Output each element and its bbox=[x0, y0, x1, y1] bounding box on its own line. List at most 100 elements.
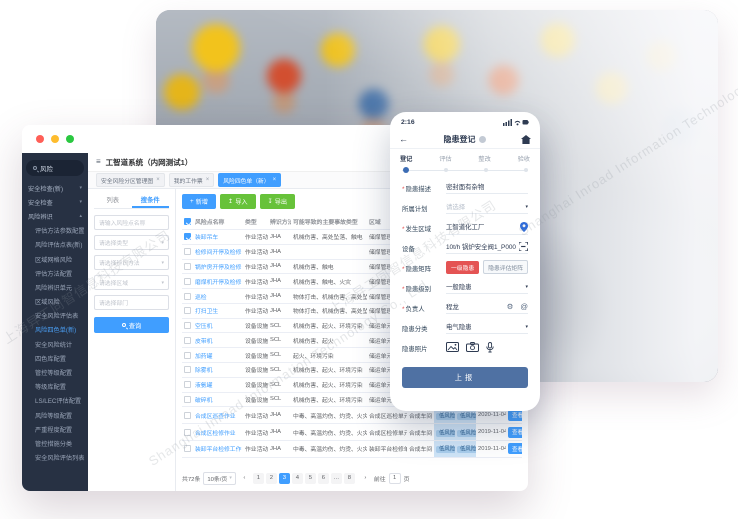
scan-icon[interactable] bbox=[519, 242, 528, 251]
minimize-window-icon[interactable] bbox=[51, 135, 59, 143]
plan-select[interactable]: 请选择 ▾ bbox=[446, 202, 528, 214]
row-checkbox[interactable] bbox=[184, 262, 191, 270]
sidebar-item[interactable]: 管控等级配置 bbox=[22, 365, 88, 379]
sidebar-item[interactable]: 评估方法配置 bbox=[22, 266, 88, 280]
sidebar-item[interactable]: 区域风险 bbox=[22, 295, 88, 309]
page-number-button[interactable]: 8 bbox=[343, 472, 355, 484]
risk-point-link[interactable]: 空压机 bbox=[193, 318, 243, 334]
sidebar-item[interactable]: 安全风险评估表 bbox=[22, 309, 88, 323]
row-checkbox[interactable] bbox=[184, 395, 191, 403]
filter-tab-list[interactable]: 列表 bbox=[106, 197, 120, 204]
select-all-checkbox[interactable] bbox=[184, 218, 191, 225]
step-register[interactable]: 登记 bbox=[400, 156, 413, 163]
add-button[interactable]: + 新增 bbox=[182, 194, 216, 209]
page-number-button[interactable]: 4 bbox=[291, 472, 303, 484]
row-checkbox[interactable] bbox=[184, 248, 191, 256]
row-checkbox[interactable] bbox=[184, 445, 191, 453]
export-button[interactable]: ↧ 导出 bbox=[259, 194, 296, 209]
sidebar-item[interactable]: LS/LEC评估配置 bbox=[22, 394, 88, 408]
row-checkbox[interactable] bbox=[184, 233, 191, 241]
area-select[interactable]: 请选择区域 ▾ bbox=[94, 275, 169, 290]
view-button[interactable]: 查看 bbox=[508, 426, 522, 438]
step-accept[interactable]: 验收 bbox=[517, 156, 530, 163]
close-icon[interactable]: × bbox=[205, 177, 210, 183]
view-button[interactable]: 查看 bbox=[508, 409, 522, 421]
row-checkbox[interactable] bbox=[184, 277, 191, 285]
risk-point-link[interactable]: 磨煤机开停及检修 bbox=[193, 273, 243, 290]
image-upload-icon[interactable] bbox=[446, 342, 459, 352]
sidebar-item[interactable]: 风险评估点表(新) bbox=[22, 238, 88, 252]
row-checkbox[interactable] bbox=[184, 292, 191, 300]
step-rectify[interactable]: 整改 bbox=[478, 156, 491, 163]
risk-point-link[interactable]: 除雾机 bbox=[193, 362, 243, 378]
hazard-desc-input[interactable]: 密封面有杂物 bbox=[446, 182, 528, 194]
risk-point-link[interactable]: 装卸吊车 bbox=[193, 229, 243, 245]
sidebar-item[interactable]: 风险四色单(新) bbox=[22, 323, 88, 337]
risk-point-link[interactable]: 破碎机 bbox=[193, 392, 243, 408]
risk-point-link[interactable]: 检修间开停及检修 bbox=[193, 244, 243, 260]
search-button[interactable]: 查询 bbox=[94, 317, 169, 333]
risk-point-link[interactable]: 装卸平台检修工作 bbox=[193, 440, 243, 458]
sidebar-item[interactable]: 风险辨识单元 bbox=[22, 280, 88, 294]
home-icon[interactable] bbox=[521, 134, 531, 144]
goto-page-input[interactable]: 1 bbox=[388, 472, 401, 484]
page-size-select[interactable]: 10条/页 ▾ bbox=[203, 471, 236, 485]
hamburger-menu-icon[interactable]: ≡ bbox=[96, 157, 101, 166]
mic-icon[interactable] bbox=[486, 341, 494, 353]
page-number-button[interactable]: 1 bbox=[252, 472, 264, 484]
settings-icon[interactable]: ⚙ bbox=[506, 302, 514, 311]
sidebar-item[interactable]: 评估方法参数配置 bbox=[22, 224, 88, 238]
level-select[interactable]: 一般隐患 ▾ bbox=[446, 282, 528, 294]
sidebar-item[interactable]: 安全检查 ▾ bbox=[22, 195, 88, 209]
row-checkbox[interactable] bbox=[184, 366, 191, 374]
sidebar-item[interactable]: 管控措施分类 bbox=[22, 436, 88, 450]
owner-picker[interactable]: 程龙 ⚙ @ bbox=[446, 302, 528, 314]
category-select[interactable]: 电气隐患 ▾ bbox=[446, 322, 528, 334]
location-pin-icon[interactable] bbox=[520, 221, 528, 232]
sidebar-item[interactable]: 严重程度配置 bbox=[22, 422, 88, 436]
risk-point-link[interactable]: 打扫卫生 bbox=[193, 303, 243, 319]
risk-point-link[interactable]: 合成区巡查作业 bbox=[193, 406, 243, 425]
sidebar-item[interactable]: 安全风险评估列表 bbox=[22, 451, 88, 465]
contact-at-icon[interactable]: @ bbox=[520, 302, 528, 311]
window-tab[interactable]: 安全风险分区管理图 × bbox=[96, 173, 165, 187]
risk-name-input[interactable]: 请输入风险点名称 bbox=[94, 215, 169, 230]
sidebar-item[interactable]: 安全检查(新) ▾ bbox=[22, 181, 88, 195]
row-checkbox[interactable] bbox=[184, 351, 191, 359]
sidebar-item[interactable]: 等级库配置 bbox=[22, 380, 88, 394]
risk-point-link[interactable]: 液氨罐 bbox=[193, 377, 243, 393]
row-checkbox[interactable] bbox=[184, 307, 191, 315]
matrix-eval-button[interactable]: 隐患评估矩阵 bbox=[483, 260, 528, 274]
sidebar-item[interactable]: 四色库配置 bbox=[22, 351, 88, 365]
risk-point-link[interactable]: 合成区检修作业 bbox=[193, 423, 243, 441]
sidebar-item[interactable]: 风险等级配置 bbox=[22, 408, 88, 422]
next-page-button[interactable]: › bbox=[364, 475, 367, 481]
risk-point-link[interactable]: 皮带机 bbox=[193, 332, 243, 349]
page-number-button[interactable]: 2 bbox=[265, 472, 277, 484]
page-number-button[interactable]: 6 bbox=[317, 472, 329, 484]
risk-point-link[interactable]: 锅炉房开停及检修 bbox=[193, 259, 243, 275]
page-number-button[interactable]: 3 bbox=[278, 472, 290, 484]
step-evaluate[interactable]: 评估 bbox=[439, 156, 452, 163]
import-button[interactable]: ↥ 导入 bbox=[220, 194, 256, 209]
sidebar-item[interactable]: 区域网格风险 bbox=[22, 252, 88, 266]
row-checkbox[interactable] bbox=[184, 336, 191, 344]
page-number-button[interactable]: 5 bbox=[304, 472, 316, 484]
row-checkbox[interactable] bbox=[184, 411, 191, 419]
submit-button[interactable]: 上报 bbox=[402, 367, 528, 388]
row-checkbox[interactable] bbox=[184, 428, 191, 436]
method-select[interactable]: 请选择辨识方法 ▾ bbox=[94, 255, 169, 270]
view-button[interactable]: 查看 bbox=[508, 443, 522, 455]
sidebar-item[interactable]: 风险辨识 ▴ bbox=[22, 209, 88, 223]
sidebar-item[interactable]: 安全风险统计 bbox=[22, 337, 88, 351]
risk-point-link[interactable]: 巡检 bbox=[193, 288, 243, 304]
close-icon[interactable]: × bbox=[272, 177, 277, 183]
region-picker[interactable]: 工智道化工厂 bbox=[446, 221, 528, 235]
close-window-icon[interactable] bbox=[36, 135, 44, 143]
sidebar-search-input[interactable]: 风险 bbox=[26, 160, 84, 176]
row-checkbox[interactable] bbox=[184, 381, 191, 389]
device-picker[interactable]: 10t/h 锅炉安全阀1_P0001 bbox=[446, 242, 528, 254]
window-tab[interactable]: 风险四色单（新） × bbox=[218, 173, 282, 187]
risk-point-link[interactable]: 加药罐 bbox=[193, 347, 243, 364]
maximize-window-icon[interactable] bbox=[66, 135, 74, 143]
